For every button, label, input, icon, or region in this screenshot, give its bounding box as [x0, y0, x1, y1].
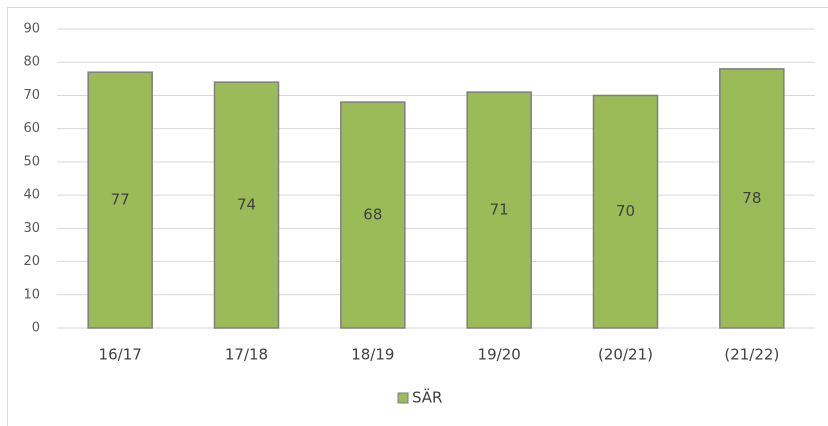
x-tick-label: 16/17	[99, 346, 142, 364]
legend-label: SÄR	[412, 388, 442, 407]
data-label: 68	[363, 206, 382, 224]
y-tick-label: 20	[23, 254, 40, 269]
y-tick-label: 90	[23, 22, 40, 37]
x-tick-label: 17/18	[225, 346, 268, 364]
x-tick-label: (20/21)	[598, 346, 653, 364]
x-tick-label: 18/19	[351, 346, 394, 364]
y-tick-label: 10	[23, 287, 40, 302]
y-tick-label: 30	[23, 221, 40, 236]
data-label: 70	[616, 202, 635, 220]
bar	[466, 91, 532, 329]
y-tick-label: 80	[23, 55, 40, 70]
legend-swatch	[397, 392, 409, 404]
y-tick-label: 60	[23, 121, 40, 136]
y-tick-label: 40	[23, 188, 40, 203]
data-label: 77	[111, 191, 130, 209]
data-label: 78	[742, 189, 761, 207]
x-tick-label: (21/22)	[724, 346, 779, 364]
x-tick-label: 19/20	[478, 346, 521, 364]
y-tick-label: 70	[23, 88, 40, 103]
bar	[340, 101, 406, 329]
y-tick-label: 50	[23, 154, 40, 169]
bar	[719, 68, 785, 329]
y-tick-label: 0	[32, 321, 40, 336]
bar	[213, 81, 280, 329]
data-label: 71	[490, 201, 509, 219]
bar	[592, 94, 659, 329]
bar	[87, 71, 153, 329]
data-label: 74	[237, 196, 256, 214]
